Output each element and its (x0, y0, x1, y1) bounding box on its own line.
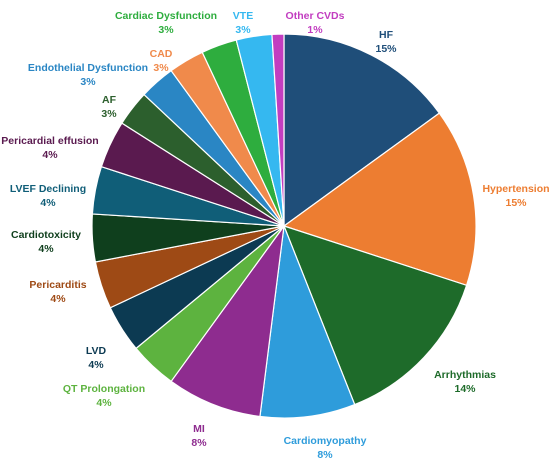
slice-value-label: 3% (101, 108, 117, 120)
pie-slice-other-cvds (271, 33, 285, 227)
slice-label-group: AF 3% (101, 94, 117, 120)
pie-slice-cardiomyopathy (259, 225, 356, 419)
slice-value-label: 4% (38, 243, 54, 255)
slice-label: MI (193, 423, 205, 435)
slice-value-label: 4% (50, 293, 66, 305)
slice-label-group: CAD 3% (150, 48, 173, 74)
slice-label: Cardiac Dysfunction (115, 10, 217, 22)
slice-value-label: 3% (235, 24, 251, 36)
slice-value-label: 3% (153, 62, 169, 74)
pie-slice-arrhythmias (282, 225, 468, 406)
slice-label-group: LVD 4% (86, 345, 107, 371)
slice-label-group: VTE 3% (233, 10, 253, 36)
slice-label: CAD (150, 48, 173, 60)
slice-label: Hypertension (482, 183, 549, 195)
pie-slice-mi (170, 225, 285, 418)
slice-value-label: 1% (307, 24, 323, 36)
slice-label-group: Pericarditis 4% (29, 279, 86, 305)
slice-label: Arrhythmias (434, 369, 496, 381)
slice-label-group: Cardiotoxicity 4% (11, 229, 81, 255)
slice-label-group: LVEF Declining 4% (10, 183, 86, 209)
slice-label-group: Other CVDs 1% (286, 10, 345, 36)
slice-label: HF (379, 29, 394, 41)
slice-label-group: Pericardial effusion 4% (1, 135, 98, 161)
pie-slice-hypertension (282, 112, 477, 287)
slice-label-group: HF 15% (375, 29, 397, 55)
slice-label: Pericardial effusion (1, 135, 98, 147)
slice-label: Other CVDs (286, 10, 345, 22)
pie-slice-hf (283, 33, 441, 228)
slice-value-label: 8% (317, 449, 333, 461)
slice-label: LVD (86, 345, 107, 357)
slice-value-label: 4% (40, 197, 56, 209)
slice-label: QT Prolongation (63, 383, 145, 395)
slice-label: VTE (233, 10, 253, 22)
slice-label: Cardiotoxicity (11, 229, 81, 241)
slice-value-label: 4% (42, 149, 58, 161)
slice-value-label: 15% (375, 43, 397, 55)
slice-value-label: 8% (191, 437, 207, 449)
pie-labels: HF 15% Hypertension 15% Arrhythmias 14% Cardio… (1, 10, 549, 461)
slice-value-label: 3% (158, 24, 174, 36)
slice-value-label: 15% (505, 197, 527, 209)
slice-label: Endothelial Dysfunction (28, 62, 148, 74)
slice-value-label: 4% (96, 397, 112, 409)
slice-label: Cardiomyopathy (284, 435, 367, 447)
slice-label: AF (102, 94, 117, 106)
pie-slices (91, 33, 477, 419)
slice-label: LVEF Declining (10, 183, 86, 195)
slice-label-group: Endothelial Dysfunction 3% (28, 62, 148, 88)
slice-label: Pericarditis (29, 279, 86, 291)
slice-label-group: Hypertension 15% (482, 183, 549, 209)
slice-label-group: Cardiomyopathy 8% (284, 435, 367, 461)
slice-value-label: 3% (80, 76, 96, 88)
slice-label-group: MI 8% (191, 423, 207, 449)
slice-label-group: QT Prolongation 4% (63, 383, 145, 409)
slice-value-label: 4% (88, 359, 104, 371)
slice-label-group: Arrhythmias 14% (434, 369, 496, 395)
slice-label-group: Cardiac Dysfunction 3% (115, 10, 217, 36)
slice-value-label: 14% (454, 383, 476, 395)
